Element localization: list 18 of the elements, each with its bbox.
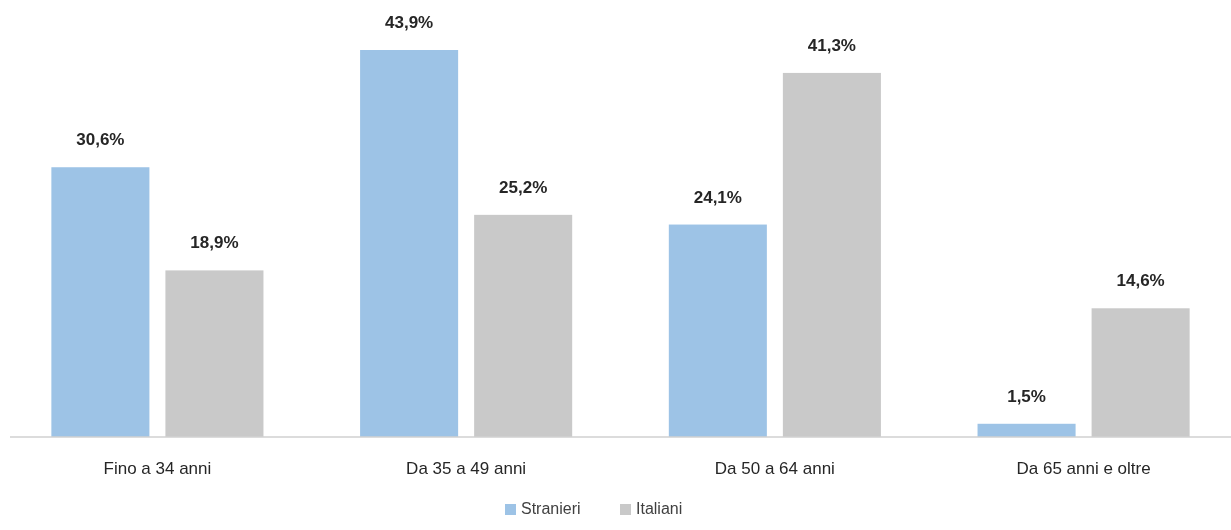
data-label: 25,2% — [499, 177, 548, 197]
bar — [51, 167, 150, 437]
data-label: 18,9% — [190, 233, 239, 253]
data-label: 1,5% — [1007, 386, 1046, 406]
data-label: 14,6% — [1116, 271, 1165, 291]
bar — [977, 423, 1076, 437]
legend-label: Italiani — [636, 500, 683, 517]
data-label: 30,6% — [76, 130, 125, 150]
data-label: 24,1% — [693, 187, 742, 207]
legend-label: Stranieri — [521, 500, 581, 517]
data-label: 41,3% — [807, 35, 856, 55]
x-tick-label: Da 50 a 64 anni — [714, 459, 835, 478]
data-label: 43,9% — [385, 13, 434, 32]
bar — [668, 224, 767, 437]
bar — [360, 50, 459, 437]
x-tick-label: Da 35 a 49 anni — [406, 459, 527, 478]
x-tick-label: Da 65 anni e oltre — [1016, 459, 1151, 478]
x-tick-label: Fino a 34 anni — [103, 459, 212, 478]
